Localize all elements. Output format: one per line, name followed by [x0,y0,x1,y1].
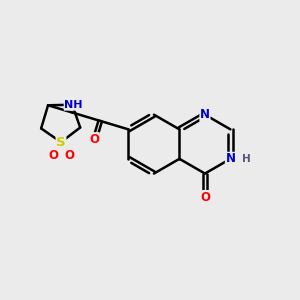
Text: NH: NH [64,100,83,110]
Text: O: O [89,133,99,146]
Text: O: O [64,149,74,162]
Text: H: H [242,154,251,164]
Text: O: O [200,190,210,204]
Text: N: N [225,152,236,165]
Text: N: N [200,108,210,121]
Text: O: O [48,149,58,163]
Text: S: S [56,136,66,148]
